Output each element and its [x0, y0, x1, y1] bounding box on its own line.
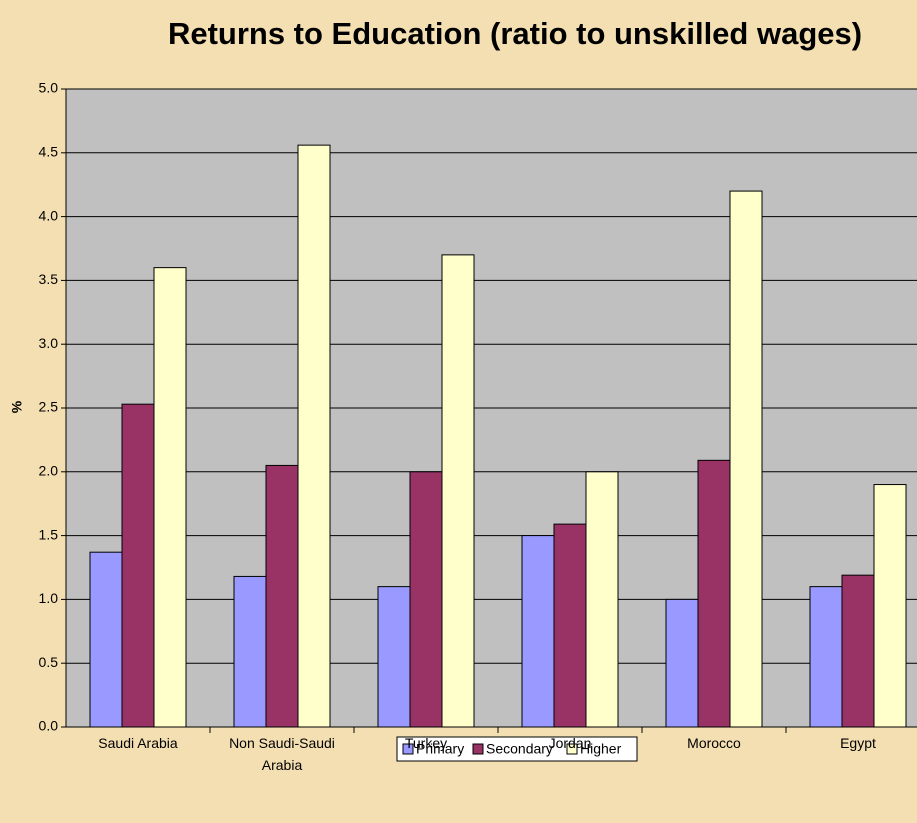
legend-label: Primary: [416, 741, 464, 757]
bar: [121, 403, 155, 728]
bar: [89, 551, 123, 728]
bar: [873, 484, 907, 728]
y-tick-label: 2.0: [39, 463, 59, 479]
bar: [265, 464, 299, 728]
bar: [841, 574, 875, 728]
x-tick-label: Saudi Arabia: [98, 735, 178, 751]
bar: [729, 190, 763, 728]
legend-swatch: [472, 743, 484, 755]
bar: [441, 254, 475, 728]
y-tick-label: 3.5: [39, 271, 59, 287]
legend-box: [396, 736, 638, 762]
x-tick-label: Morocco: [687, 735, 741, 751]
bar: [409, 471, 443, 728]
bar: [585, 471, 619, 728]
x-tick-label: Turkey: [404, 735, 448, 751]
y-tick-label: 0.5: [39, 654, 59, 670]
bar: [377, 586, 411, 728]
y-axis-label: %: [9, 400, 25, 413]
bar: [697, 459, 731, 728]
bar: [809, 586, 843, 728]
legend-label: Higher: [580, 741, 622, 757]
legend-swatch: [566, 743, 578, 755]
y-tick-label: 4.5: [39, 144, 59, 160]
bar: [553, 523, 587, 728]
bar: [233, 575, 267, 728]
legend-swatch: [402, 743, 414, 755]
bar: [665, 598, 699, 728]
bar: [297, 144, 331, 728]
y-tick-label: 1.0: [39, 590, 59, 606]
bar: [521, 535, 555, 728]
x-tick-label: Egypt: [840, 735, 876, 751]
y-tick-label: 3.0: [39, 335, 59, 351]
y-tick-label: 0.0: [39, 718, 59, 734]
y-tick-label: 1.5: [39, 526, 59, 542]
y-tick-label: 4.0: [39, 207, 59, 223]
y-tick-label: 5.0: [39, 80, 59, 96]
x-tick-label: Non Saudi-Saudi Arabia: [229, 735, 335, 773]
y-tick-label: 2.5: [39, 399, 59, 415]
bar: [153, 267, 187, 728]
chart-title: Returns to Education (ratio to unskilled…: [168, 16, 862, 51]
legend-label: Secondary: [486, 741, 553, 757]
x-tick-label: Jordan: [548, 735, 592, 751]
